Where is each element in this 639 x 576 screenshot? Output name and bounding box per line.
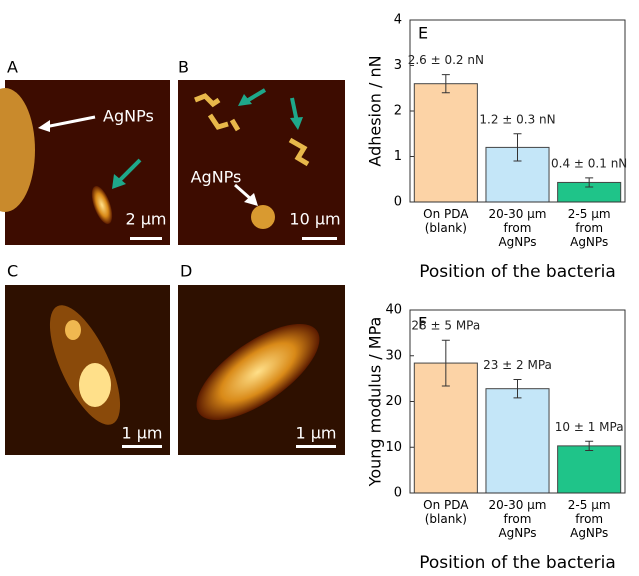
bar [485,388,550,494]
x-axis-label: Position of the bacteria [419,262,616,282]
x-tick-label: On PDA (blank) [423,498,469,526]
panel-label: E [418,24,428,43]
x-tick-label: On PDA (blank) [423,207,469,235]
value-label: 10 ± 1 MPa [555,420,624,434]
error-bar [585,440,594,451]
error-bar [513,379,522,399]
bar [413,83,478,203]
plot-frame [409,309,626,494]
error-bar [585,177,594,188]
y-tick-label: 0 [394,195,402,210]
panel-label: B [178,58,189,77]
panel-label: D [180,262,192,281]
annotation: AgNPs [103,107,154,126]
value-label: 1.2 ± 0.3 nN [479,112,555,126]
x-tick-label: 20-30 µm from AgNPs [488,207,546,249]
y-tick-label: 10 [385,440,402,455]
error-bar [441,339,450,387]
value-label: 2.6 ± 0.2 nN [408,53,484,67]
value-label: 23 ± 2 MPa [483,358,552,372]
panel-d: D 1 µm [178,262,345,455]
panel-label: A [7,58,18,77]
plot-frame [409,19,626,203]
panel-label: F [418,314,427,333]
y-axis-label: Young modulus / MPa [366,317,385,488]
y-tick-label: 0 [394,486,402,501]
scale-label: 10 µm [289,210,340,229]
y-axis-label: Adhesion / nN [366,55,385,166]
x-tick-label: 20-30 µm from AgNPs [488,498,546,540]
y-tick-label: 2 [394,104,402,119]
panel-a: A AgNPs 2 µm [0,58,170,245]
y-tick-label: 1 [394,149,402,164]
panel-c: C 1 µm [5,262,170,455]
x-tick-label: 2-5 µm from AgNPs [568,207,611,249]
scale-label: 2 µm [125,210,166,229]
y-tick-label: 30 [385,348,402,363]
error-bar [513,133,522,162]
y-tick-label: 40 [385,303,402,318]
error-bar [441,74,450,94]
value-label: 0.4 ± 0.1 nN [551,156,627,170]
scale-label: 1 µm [295,424,336,443]
panel-label: C [7,262,18,281]
y-tick-label: 3 [394,58,402,73]
x-axis-label: Position of the bacteria [419,553,616,573]
x-tick-label: 2-5 µm from AgNPs [568,498,611,540]
scale-label: 1 µm [121,424,162,443]
annotation: AgNPs [191,168,242,187]
panel-b: B AgNPs 10 µm [178,58,345,245]
y-tick-label: 4 [394,13,402,28]
bar [557,445,622,494]
value-label: 28 ± 5 MPa [411,319,480,333]
y-tick-label: 20 [385,394,402,409]
